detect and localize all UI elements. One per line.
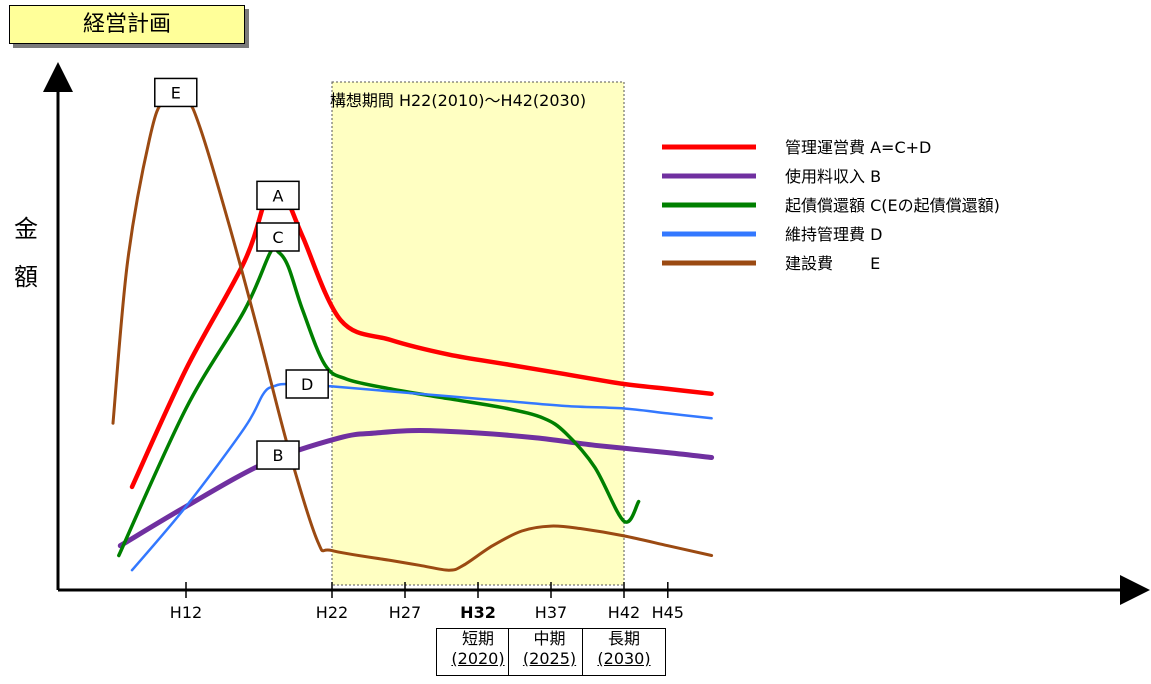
- point-label-box: [154, 77, 198, 108]
- series-line-b: [117, 428, 715, 549]
- legend-label-c: 起債償還額 C(Eの起債償還額): [785, 196, 1000, 215]
- x-tick-label: H37: [535, 603, 567, 622]
- point-label-a: A: [273, 186, 284, 205]
- page-title: 経営計画: [9, 5, 245, 44]
- legend-label-a: 管理運営費 A=C+D: [785, 138, 931, 157]
- planning-period-region: [331, 81, 625, 586]
- point-label-box: [285, 369, 329, 399]
- x-tick-label: H27: [389, 603, 421, 622]
- period-year: (2030): [597, 649, 651, 668]
- period-name: 短期: [461, 629, 494, 648]
- point-label-box: [256, 440, 300, 470]
- period-year: (2020): [451, 649, 505, 668]
- y-axis-label: 金 額: [8, 205, 44, 301]
- x-tick-label: H12: [170, 603, 202, 622]
- period-name: 長期: [607, 629, 640, 648]
- planning-period-label: 構想期間 H22(2010)～H42(2030): [330, 91, 586, 110]
- x-tick-label: H32: [460, 603, 496, 622]
- period-name: 中期: [533, 629, 566, 648]
- legend-label-e: 建設費 E: [785, 254, 880, 273]
- series-line-a: [129, 189, 714, 490]
- period-label: 短期 (2020): [436, 628, 520, 676]
- point-label-d: D: [301, 375, 313, 394]
- point-label-box: [256, 222, 300, 252]
- legend-label-b: 使用料収入 B: [785, 167, 881, 186]
- y-axis-label-char: 額: [14, 263, 38, 291]
- period-label: 中期 (2025): [507, 628, 592, 676]
- series-line-c: [117, 245, 641, 558]
- point-label-box: [256, 180, 300, 211]
- legend-label-d: 維持管理費 D: [785, 225, 882, 244]
- series-line-d: [130, 382, 713, 572]
- x-tick-label: H42: [608, 603, 640, 622]
- period-year: (2025): [522, 649, 577, 668]
- point-label-b: B: [272, 446, 283, 465]
- point-label-e: E: [171, 83, 181, 102]
- period-label: 長期 (2030): [582, 628, 666, 676]
- x-tick-label: H22: [316, 603, 348, 622]
- y-axis-label-char: 金: [14, 215, 38, 243]
- x-tick-label: H45: [652, 603, 684, 622]
- point-label-c: C: [272, 228, 283, 247]
